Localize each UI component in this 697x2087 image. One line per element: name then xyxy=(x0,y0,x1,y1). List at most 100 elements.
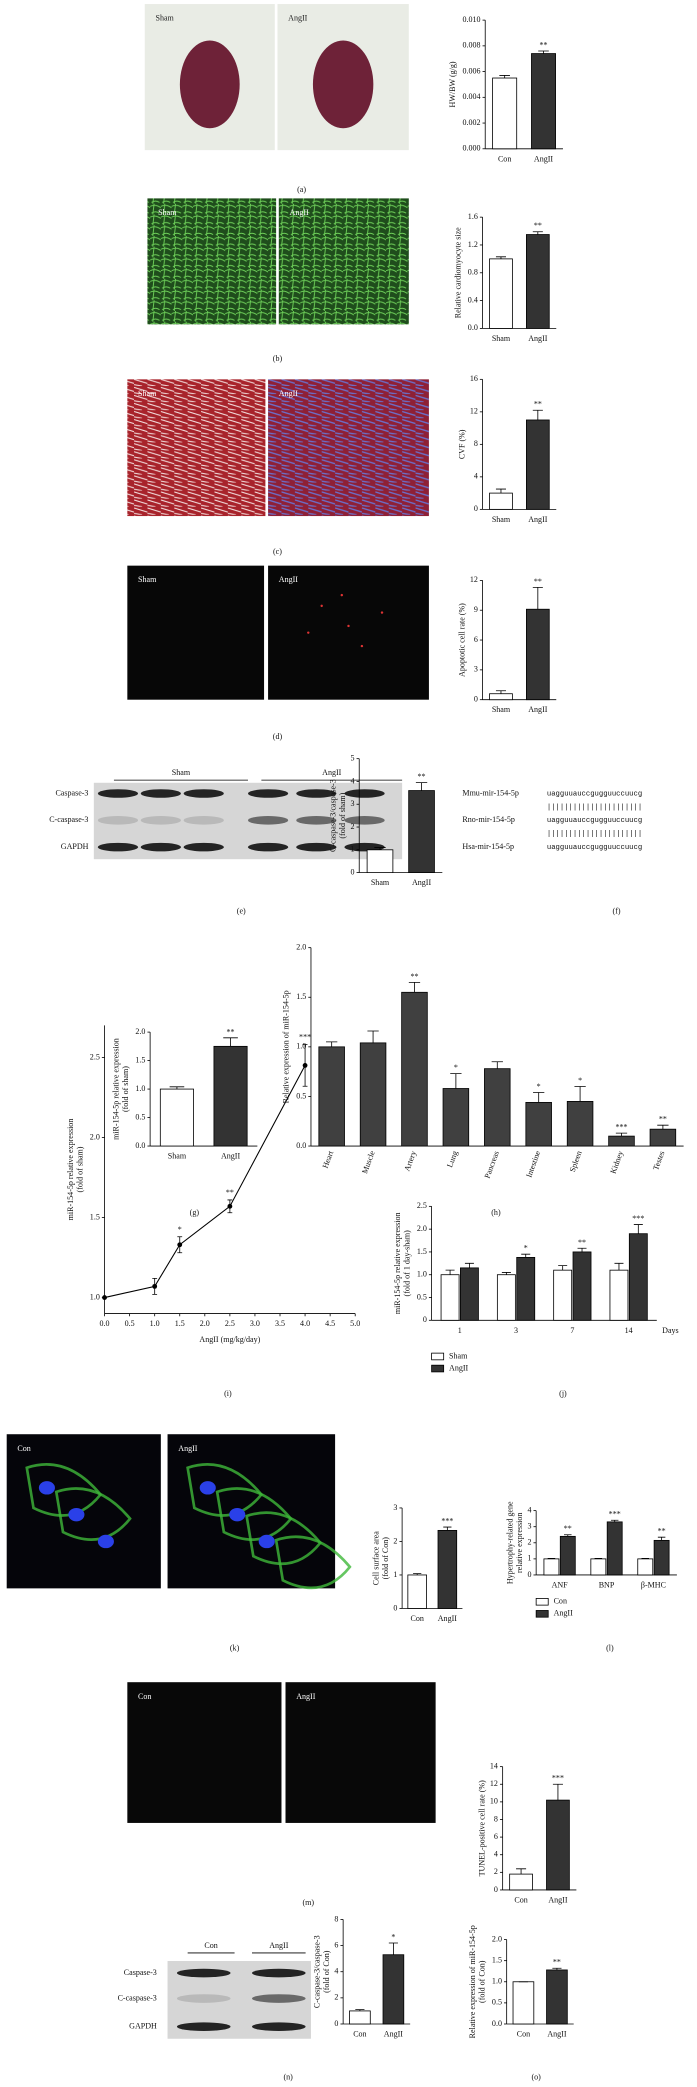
error-bar xyxy=(169,1086,185,1090)
bar xyxy=(509,1873,533,1891)
bar xyxy=(382,1954,405,2025)
band xyxy=(296,789,337,798)
species: Hsa-mir-154-5p xyxy=(462,842,514,851)
x-tick-label: Kidney xyxy=(609,1150,626,1175)
error-bar xyxy=(495,256,506,259)
bar xyxy=(608,1135,635,1147)
panel-label: (b) xyxy=(273,354,283,363)
x-tick-label: 0.5 xyxy=(125,1319,135,1328)
y-axis-label: miR-154-5p relative expression xyxy=(66,1119,75,1221)
error-bar xyxy=(367,1030,379,1043)
sequence: uagguuauccgugguuccuucg xyxy=(547,790,642,798)
y-tick-label: 2.0 xyxy=(492,1934,502,1943)
x-tick-label: AngII xyxy=(528,515,548,524)
image-label: Sham xyxy=(158,208,177,217)
match: |||||||||||||||||||||| xyxy=(547,804,642,812)
image-label: AngII xyxy=(288,14,308,23)
y-tick-label: 12 xyxy=(490,1779,498,1788)
species: Rno-mir-154-5p xyxy=(462,815,514,824)
y-tick-label: 0.5 xyxy=(417,1292,427,1301)
band xyxy=(344,842,385,852)
cell xyxy=(274,1535,352,1590)
micrograph xyxy=(147,198,277,325)
y-tick-label: 1 xyxy=(351,845,355,854)
x-tick-label: 1.0 xyxy=(150,1319,160,1328)
x-tick-label: Con xyxy=(514,1896,527,1905)
y-axis-label: TUNEL-positive cell rate (%) xyxy=(477,1780,486,1876)
error-bar xyxy=(326,1041,338,1047)
x-tick-label: AngII xyxy=(221,1152,241,1161)
panel-label: (f) xyxy=(613,906,621,915)
error-bar xyxy=(615,1132,628,1137)
line xyxy=(104,1065,306,1299)
y-tick-label: 3 xyxy=(474,665,478,674)
bar xyxy=(546,1799,570,1891)
x-tick-label: Spleen xyxy=(568,1150,584,1174)
bar xyxy=(489,693,513,701)
blot-group: Sham xyxy=(172,768,191,777)
bar xyxy=(213,1045,248,1147)
significance: ** xyxy=(534,400,542,409)
y-tick-label: 10 xyxy=(490,1797,498,1806)
nucleus xyxy=(229,1507,246,1522)
band xyxy=(140,842,181,852)
band xyxy=(251,1968,306,1978)
error-bar xyxy=(443,1526,452,1531)
significance: ** xyxy=(540,40,548,49)
y-axis-label: Cell surface area xyxy=(371,1531,380,1585)
significance: ** xyxy=(659,1115,667,1124)
significance: *** xyxy=(632,1214,644,1223)
y-tick-label: 4 xyxy=(474,472,478,481)
y-tick-label: 1.5 xyxy=(417,1247,427,1256)
band xyxy=(97,842,139,852)
legend-swatch xyxy=(535,1598,549,1606)
y-tick-label: 8 xyxy=(494,1814,498,1823)
error-bar xyxy=(495,690,506,694)
blot-group: Con xyxy=(204,1941,217,1950)
y-axis-label: Relative expression of miR-154-5p xyxy=(282,990,291,1103)
legend-label: Con xyxy=(554,1597,567,1606)
significance: ** xyxy=(553,1958,561,1967)
x-tick-label: AngII xyxy=(548,1896,568,1905)
band xyxy=(176,1994,231,2003)
blot-row: GAPDH xyxy=(61,842,89,851)
significance: ** xyxy=(534,577,542,586)
bar xyxy=(437,1529,458,1609)
blot-row: GAPDH xyxy=(129,2022,157,2031)
y-tick-label: 4 xyxy=(351,776,355,785)
x-tick-label: 7 xyxy=(570,1326,574,1335)
y-tick-label: 0 xyxy=(334,2019,338,2028)
y-axis-label: (fold of sham) xyxy=(75,1146,84,1192)
x-tick-label: 3 xyxy=(514,1326,518,1335)
error-bar xyxy=(501,1272,511,1275)
bar xyxy=(543,1558,560,1576)
y-tick-label: 1.0 xyxy=(296,1042,306,1051)
x-tick-label: Muscle xyxy=(360,1149,377,1175)
significance: ** xyxy=(418,772,426,781)
error-bar xyxy=(558,1265,568,1271)
y-tick-label: 0.0 xyxy=(492,2019,502,2028)
bar xyxy=(366,849,394,874)
error-bar xyxy=(574,1086,586,1102)
bar xyxy=(484,1068,511,1147)
y-tick-label: 6 xyxy=(334,1940,338,1949)
bar xyxy=(318,1046,345,1147)
significance: *** xyxy=(552,1774,564,1783)
bar xyxy=(516,1256,536,1321)
image-label: AngII xyxy=(290,208,310,217)
band xyxy=(176,2022,231,2031)
band xyxy=(97,789,139,798)
band xyxy=(140,816,181,825)
sequence: uagguuauccgugguuccuucg xyxy=(547,844,642,852)
image-label: Sham xyxy=(155,14,174,23)
legend-swatch xyxy=(535,1610,549,1618)
x-tick-label: β-MHC xyxy=(641,1581,666,1590)
significance: * xyxy=(537,1082,541,1091)
y-tick-label: 4 xyxy=(494,1850,498,1859)
bar xyxy=(442,1088,470,1147)
band xyxy=(296,842,337,852)
y-tick-label: 0.006 xyxy=(462,66,480,75)
y-tick-label: 0 xyxy=(527,1570,531,1579)
blot-row: C-caspase-3 xyxy=(118,1993,157,2002)
y-tick-label: 0 xyxy=(423,1315,427,1324)
